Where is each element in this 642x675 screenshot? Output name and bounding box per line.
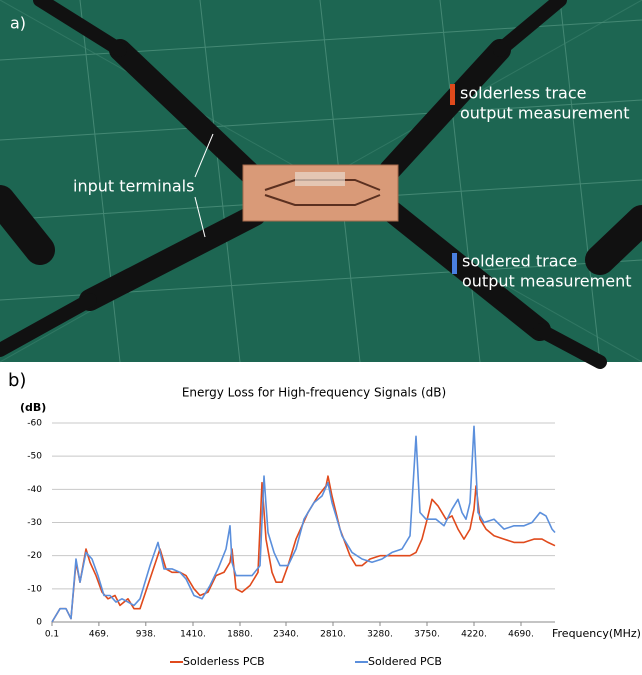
y-tick-label: -40 — [27, 485, 42, 495]
y-tick-label: -50 — [27, 452, 42, 462]
marker-soldered — [452, 253, 457, 274]
legend-label: Solderless PCB — [183, 655, 265, 668]
annotation: output measurement — [462, 272, 631, 291]
series-line — [52, 476, 555, 622]
y-tick-label: -10 — [27, 584, 42, 594]
panel-label: a) — [10, 14, 26, 33]
x-tick-label: 938. — [136, 630, 156, 640]
photo: a) input terminals solderless trace outp… — [0, 0, 642, 362]
pcb-part — [295, 172, 345, 186]
y-tick-label: -20 — [27, 551, 42, 561]
annotation: solderless trace — [460, 84, 587, 103]
figure: a) input terminals solderless trace outp… — [0, 0, 642, 675]
legend-label: Soldered PCB — [368, 655, 442, 668]
y-tick-label: 0 — [36, 618, 42, 628]
x-tick-label: 2810. — [320, 630, 346, 640]
marker-solderless — [450, 84, 455, 105]
annotation: input terminals — [73, 177, 194, 196]
panel-label: b) — [8, 370, 26, 391]
x-tick-label: 1410. — [180, 630, 206, 640]
x-tick-label: 3750. — [414, 630, 440, 640]
y-axis-label: (dB) — [20, 401, 46, 414]
x-tick-label: 2340. — [273, 630, 299, 640]
x-tick-label: 4220. — [461, 630, 487, 640]
x-tick-label: 3280. — [367, 630, 393, 640]
annotation: soldered trace — [462, 252, 577, 271]
y-tick-label: -60 — [27, 419, 42, 429]
x-tick-label: 1880. — [227, 630, 253, 640]
x-tick-label: 469. — [89, 630, 109, 640]
chart-title: Energy Loss for High-frequency Signals (… — [182, 386, 446, 400]
x-axis-label: Frequency(MHz) — [552, 627, 641, 640]
y-tick-label: -30 — [27, 518, 42, 528]
x-tick-label: 0.1 — [45, 630, 59, 640]
annotation: output measurement — [460, 104, 629, 123]
x-tick-label: 4690. — [508, 630, 534, 640]
